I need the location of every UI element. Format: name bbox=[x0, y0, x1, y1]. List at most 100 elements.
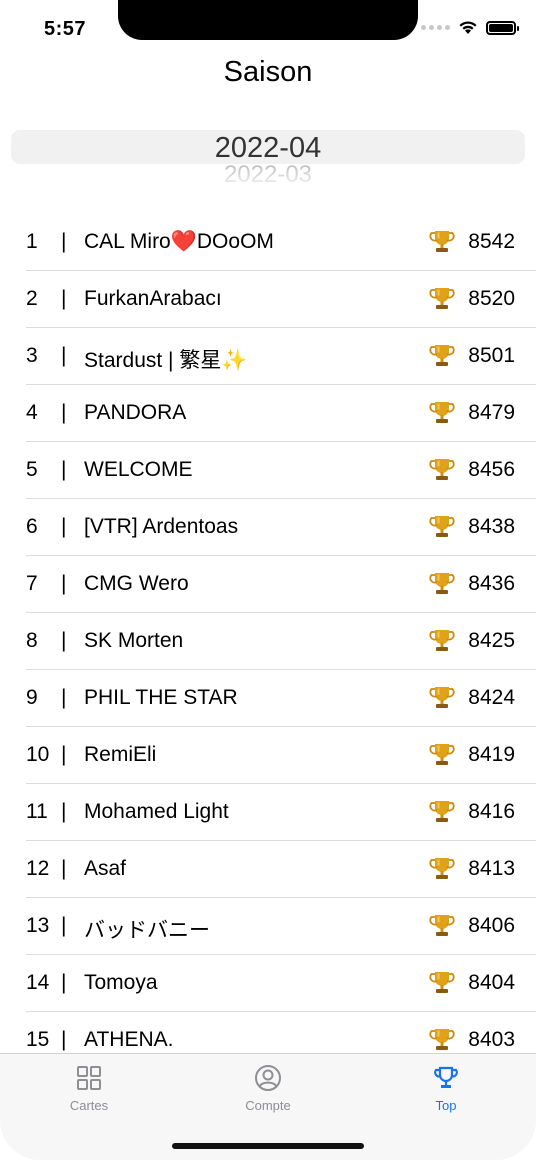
trophy-score: 8413 bbox=[468, 857, 515, 880]
trophy-icon bbox=[429, 855, 455, 881]
rank-separator: | bbox=[61, 686, 67, 709]
player-name: SK Morten bbox=[84, 629, 184, 652]
tab-label-cartes: Cartes bbox=[69, 1098, 109, 1113]
leaderboard-row[interactable]: 5 | WELCOME 8456 bbox=[0, 442, 536, 499]
trophy-score: 8520 bbox=[468, 287, 515, 310]
rank-separator: | bbox=[61, 572, 67, 595]
leaderboard-row[interactable]: 4 | PANDORA 8479 bbox=[0, 385, 536, 442]
leaderboard-row[interactable]: 10 | RemiEli 8419 bbox=[0, 727, 536, 784]
player-name: Asaf bbox=[84, 857, 127, 880]
player-name: バッドバニー bbox=[84, 919, 210, 942]
trophy-icon bbox=[429, 342, 455, 368]
player-name: WELCOME bbox=[84, 458, 193, 481]
rank-number: 4 bbox=[26, 401, 38, 424]
rank-number: 13 bbox=[26, 914, 50, 937]
rank-separator: | bbox=[61, 287, 67, 310]
rank-separator: | bbox=[61, 857, 67, 880]
home-indicator bbox=[172, 1143, 364, 1149]
player-name: PHIL THE STAR bbox=[84, 686, 238, 709]
rank-separator: | bbox=[61, 515, 67, 538]
tab-bar: Cartes Compte Top bbox=[0, 1053, 536, 1160]
trophy-icon bbox=[429, 969, 455, 995]
leaderboard-row[interactable]: 8 | SK Morten 8425 bbox=[0, 613, 536, 670]
rank-separator: | bbox=[61, 401, 67, 424]
leaderboard-row[interactable]: 13 | バッドバニー 8406 bbox=[0, 898, 536, 955]
trophy-icon bbox=[429, 684, 455, 710]
player-name: FurkanArabacı bbox=[84, 287, 222, 310]
tab-compte[interactable]: Compte bbox=[208, 1064, 328, 1113]
picker-selected-value[interactable]: 2022-04 bbox=[214, 132, 322, 164]
tab-cartes[interactable]: Cartes bbox=[29, 1064, 149, 1113]
rank-number: 8 bbox=[26, 629, 38, 652]
trophy-score: 8456 bbox=[468, 458, 515, 481]
leaderboard-row[interactable]: 14 | Tomoya 8404 bbox=[0, 955, 536, 1012]
leaderboard-row[interactable]: 11 | Mohamed Light 8416 bbox=[0, 784, 536, 841]
trophy-icon bbox=[429, 399, 455, 425]
trophy-icon bbox=[429, 513, 455, 539]
trophy-icon bbox=[429, 627, 455, 653]
status-icons bbox=[421, 20, 519, 35]
rank-separator: | bbox=[61, 458, 67, 481]
player-name: CMG Wero bbox=[84, 572, 189, 595]
leaderboard-row[interactable]: 3 | Stardust | 繁星✨ 8501 bbox=[0, 328, 536, 385]
tab-top[interactable]: Top bbox=[386, 1064, 506, 1113]
picker-next-value[interactable]: 2022-03 bbox=[11, 164, 525, 186]
player-name: Stardust | 繁星✨ bbox=[84, 349, 248, 372]
notch bbox=[118, 0, 418, 40]
grid-icon bbox=[77, 1066, 101, 1090]
rank-number: 6 bbox=[26, 515, 38, 538]
leaderboard-list: 1 | CAL Miro❤️DOoOM 8542 2 | FurkanArabacı 8520… bbox=[0, 214, 536, 1069]
rank-number: 2 bbox=[26, 287, 38, 310]
rank-number: 5 bbox=[26, 458, 38, 481]
status-time: 5:57 bbox=[44, 18, 87, 40]
rank-number: 15 bbox=[26, 1028, 50, 1051]
trophy-icon bbox=[429, 912, 455, 938]
leaderboard-row[interactable]: 7 | CMG Wero 8436 bbox=[0, 556, 536, 613]
page-title: Saison bbox=[223, 56, 313, 88]
rank-number: 7 bbox=[26, 572, 38, 595]
rank-number: 11 bbox=[26, 800, 48, 823]
trophy-score: 8406 bbox=[468, 914, 515, 937]
trophy-icon bbox=[429, 741, 455, 767]
tab-label-compte: Compte bbox=[245, 1098, 291, 1113]
rank-separator: | bbox=[61, 743, 67, 766]
player-name: PANDORA bbox=[84, 401, 187, 424]
picker-selection-highlight bbox=[11, 130, 525, 164]
status-bar: 5:57 bbox=[0, 0, 536, 58]
trophy-icon bbox=[429, 570, 455, 596]
player-name: CAL Miro❤️DOoOM bbox=[84, 230, 274, 253]
person-circle-icon bbox=[255, 1065, 281, 1091]
trophy-score: 8404 bbox=[468, 971, 515, 994]
trophy-score: 8479 bbox=[468, 401, 515, 424]
leaderboard-row[interactable]: 6 | [VTR] Ardentoas 8438 bbox=[0, 499, 536, 556]
rank-number: 9 bbox=[26, 686, 38, 709]
rank-separator: | bbox=[61, 914, 67, 937]
cellular-signal-icon bbox=[421, 25, 450, 30]
trophy-icon bbox=[429, 456, 455, 482]
player-name: ATHENA. bbox=[84, 1028, 174, 1051]
rank-number: 14 bbox=[26, 971, 50, 994]
player-name: RemiEli bbox=[84, 743, 157, 766]
trophy-score: 8419 bbox=[468, 743, 515, 766]
trophy-icon bbox=[429, 798, 455, 824]
rank-number: 1 bbox=[26, 230, 38, 253]
rank-number: 10 bbox=[26, 743, 50, 766]
rank-separator: | bbox=[61, 1028, 67, 1051]
leaderboard-row[interactable]: 12 | Asaf 8413 bbox=[0, 841, 536, 898]
leaderboard-row[interactable]: 1 | CAL Miro❤️DOoOM 8542 bbox=[0, 214, 536, 271]
trophy-score: 8424 bbox=[468, 686, 515, 709]
season-picker[interactable]: 2022-04 2022-03 bbox=[11, 130, 525, 190]
trophy-score: 8438 bbox=[468, 515, 515, 538]
trophy-score: 8501 bbox=[468, 344, 515, 367]
battery-icon bbox=[486, 20, 519, 35]
rank-number: 12 bbox=[26, 857, 50, 880]
rank-separator: | bbox=[61, 629, 67, 652]
trophy-icon bbox=[434, 1066, 458, 1088]
trophy-score: 8542 bbox=[468, 230, 515, 253]
rank-separator: | bbox=[61, 344, 67, 367]
leaderboard-row[interactable]: 2 | FurkanArabacı 8520 bbox=[0, 271, 536, 328]
leaderboard-row[interactable]: 9 | PHIL THE STAR 8424 bbox=[0, 670, 536, 727]
trophy-score: 8403 bbox=[468, 1028, 515, 1051]
player-name: Mohamed Light bbox=[84, 800, 229, 823]
rank-separator: | bbox=[61, 230, 67, 253]
